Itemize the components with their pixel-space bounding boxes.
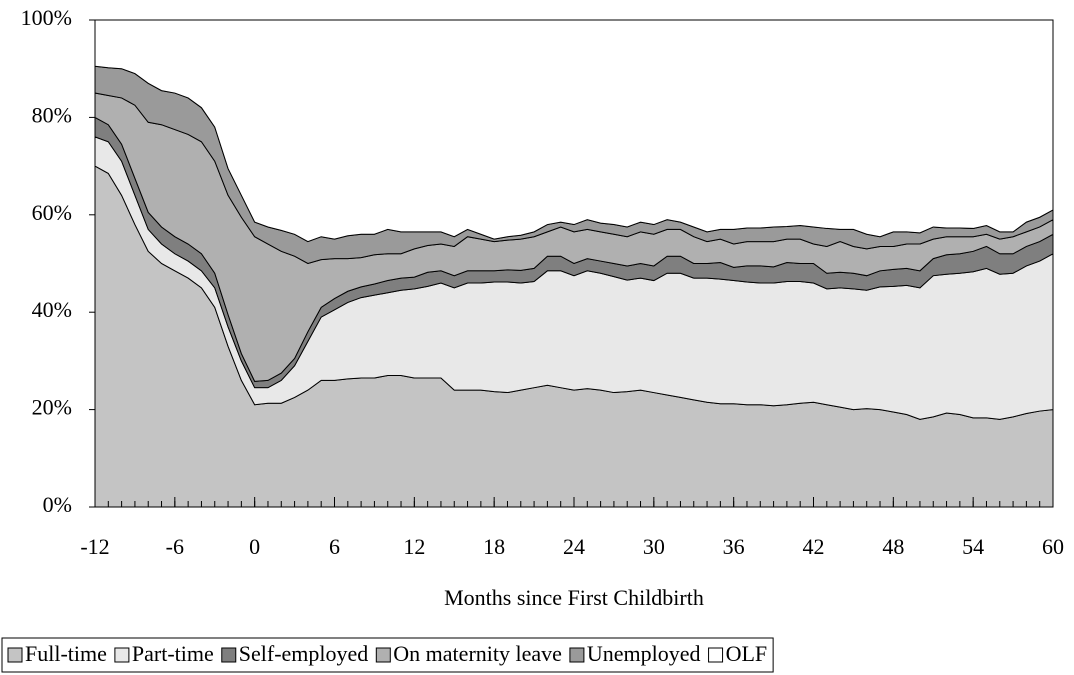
x-tick-label: -6	[166, 534, 184, 559]
y-tick-label: 80%	[32, 102, 72, 127]
legend-label: Unemployed	[587, 641, 701, 666]
x-axis-label: Months since First Childbirth	[444, 585, 704, 610]
x-tick-label: 48	[882, 534, 904, 559]
x-tick-label: 12	[403, 534, 425, 559]
y-tick-label: 20%	[32, 395, 72, 420]
legend-swatch	[569, 647, 585, 663]
legend-swatch	[221, 647, 237, 663]
x-tick-label: 18	[483, 534, 505, 559]
x-tick-label: 60	[1042, 534, 1064, 559]
y-tick-label: 40%	[32, 297, 72, 322]
legend-swatch	[7, 647, 23, 663]
legend-swatch	[708, 647, 724, 663]
x-tick-label: 6	[329, 534, 340, 559]
legend-label: OLF	[726, 641, 768, 666]
y-tick-label: 100%	[21, 5, 72, 30]
legend-label: Full-time	[25, 641, 107, 666]
x-tick-label: 42	[803, 534, 825, 559]
legend: Full-time Part-time Self-employed On matern…	[1, 637, 774, 673]
y-tick-label: 60%	[32, 200, 72, 225]
legend-label: Self-employed	[239, 641, 369, 666]
legend-swatch	[114, 647, 130, 663]
x-tick-label: 36	[723, 534, 745, 559]
legend-box	[1, 637, 774, 673]
legend-swatch	[375, 647, 391, 663]
legend-label: On maternity leave	[393, 641, 562, 666]
x-tick-label: 54	[962, 534, 984, 559]
legend-label: Part-time	[132, 641, 214, 666]
y-tick-label: 0%	[43, 492, 72, 517]
x-tick-label: 24	[563, 534, 585, 559]
x-tick-label: 0	[249, 534, 260, 559]
x-tick-label: -12	[80, 534, 109, 559]
x-tick-label: 30	[643, 534, 665, 559]
